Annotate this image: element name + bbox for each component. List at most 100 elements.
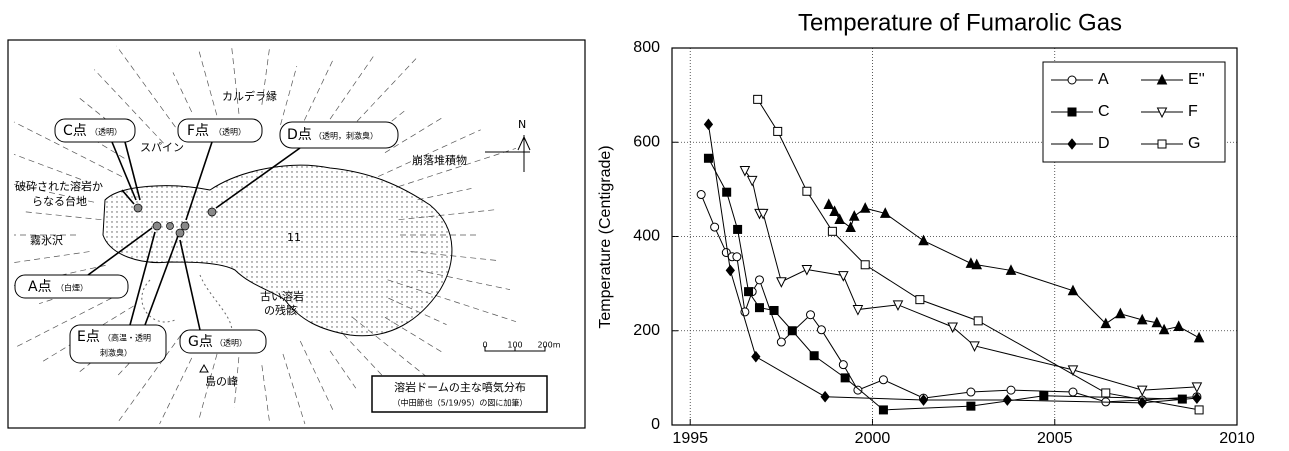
ray: [398, 148, 517, 187]
marker: [1039, 391, 1049, 401]
ray: [38, 286, 91, 305]
marker: [971, 258, 983, 270]
marker: [915, 295, 925, 305]
y-tick-label: 800: [633, 39, 660, 56]
ray: [198, 51, 220, 125]
chart: Temperature of Fumarolic Gas Temperature…: [597, 9, 1255, 447]
marker: [966, 387, 976, 397]
y-axis-label: Temperature (Centigrade): [597, 145, 614, 328]
ray: [329, 350, 357, 389]
marker: [816, 325, 826, 335]
marker: [1115, 307, 1126, 319]
y-tick-label: 200: [633, 322, 660, 339]
ray: [116, 45, 176, 128]
marker: [1193, 331, 1205, 343]
marker: [860, 260, 870, 270]
marker: [969, 341, 980, 352]
scale-label: 200m: [537, 341, 560, 350]
map: C点 （透明） F点 （透明） D点 （透明，刺激臭） A点 （白煙） E点 （…: [7, 39, 586, 429]
marker: [1191, 382, 1203, 393]
point-note: （透明）: [215, 339, 247, 348]
scale-label: 100: [507, 341, 522, 350]
marker: [1067, 75, 1077, 85]
plateau-label: 破砕された溶岩か: [15, 179, 103, 193]
legend-label: F: [1188, 103, 1198, 120]
point-note: （白煙）: [56, 283, 88, 293]
point-name: E点: [77, 329, 100, 345]
series-line: [707, 124, 1197, 404]
x-tick-label: 2010: [1219, 430, 1255, 447]
marker: [757, 208, 769, 220]
peak-label: 島の峰: [205, 374, 238, 388]
marker: [820, 390, 830, 403]
ray: [13, 121, 122, 177]
marker: [732, 252, 742, 262]
marker: [776, 277, 787, 288]
marker: [823, 198, 835, 209]
marker: [1067, 107, 1077, 117]
marker: [696, 190, 706, 200]
ray: [398, 209, 498, 221]
marker: [739, 166, 751, 177]
point-name: G点: [188, 334, 213, 350]
valley-label: 霧氷沢: [30, 233, 63, 247]
caldera-label: カルデラ縁: [222, 89, 277, 103]
marker: [776, 337, 786, 347]
marker: [1157, 139, 1167, 149]
north-label: N: [518, 118, 526, 131]
marker: [1192, 392, 1202, 404]
marker: [710, 222, 720, 232]
legend-label: A: [1098, 71, 1109, 88]
marker: [918, 394, 929, 406]
marker: [829, 205, 840, 217]
marker: [1006, 385, 1016, 395]
marker: [769, 305, 779, 315]
marker: [834, 213, 845, 225]
marker: [947, 322, 958, 334]
caption: 溶岩ドームの主な噴気分布: [394, 380, 526, 394]
marker: [918, 234, 929, 246]
marker: [838, 360, 848, 370]
marker: [1173, 320, 1184, 332]
marker: [1194, 405, 1204, 415]
label-boxes: [14, 118, 399, 364]
ray: [13, 153, 91, 184]
y-tick-label: 600: [633, 133, 660, 150]
marker: [827, 226, 837, 236]
marker: [859, 202, 871, 213]
marker: [852, 305, 864, 316]
x-tick-label: 2000: [855, 430, 891, 447]
caption-box: [371, 375, 548, 413]
ray: [116, 334, 182, 425]
marker: [801, 264, 813, 276]
marker: [973, 316, 983, 326]
marker: [1156, 107, 1168, 119]
point-note: （透明，刺激臭）: [314, 131, 378, 141]
marker: [1067, 284, 1079, 296]
marker: [751, 350, 761, 363]
marker: [1137, 397, 1147, 409]
x-tick-label: 1995: [672, 430, 708, 447]
marker: [733, 224, 743, 234]
ray: [13, 251, 90, 263]
point-note: （透明）: [214, 128, 246, 137]
ray: [159, 357, 193, 425]
marker: [725, 264, 735, 277]
point-name: A点: [28, 279, 52, 295]
point-name: F点: [187, 123, 209, 139]
marker: [966, 401, 976, 411]
point-note: （透明）: [90, 128, 122, 137]
ray: [231, 45, 240, 114]
marker: [840, 373, 850, 383]
marker: [853, 385, 863, 395]
legend-label: G: [1188, 135, 1200, 152]
marker: [1158, 323, 1170, 335]
ray: [94, 69, 164, 144]
chart-title: Temperature of Fumarolic Gas: [798, 9, 1122, 36]
series-line: [700, 194, 1197, 403]
ray: [13, 297, 112, 349]
marker: [703, 153, 713, 163]
marker: [1136, 385, 1148, 397]
y-tick-label: 400: [633, 228, 660, 245]
